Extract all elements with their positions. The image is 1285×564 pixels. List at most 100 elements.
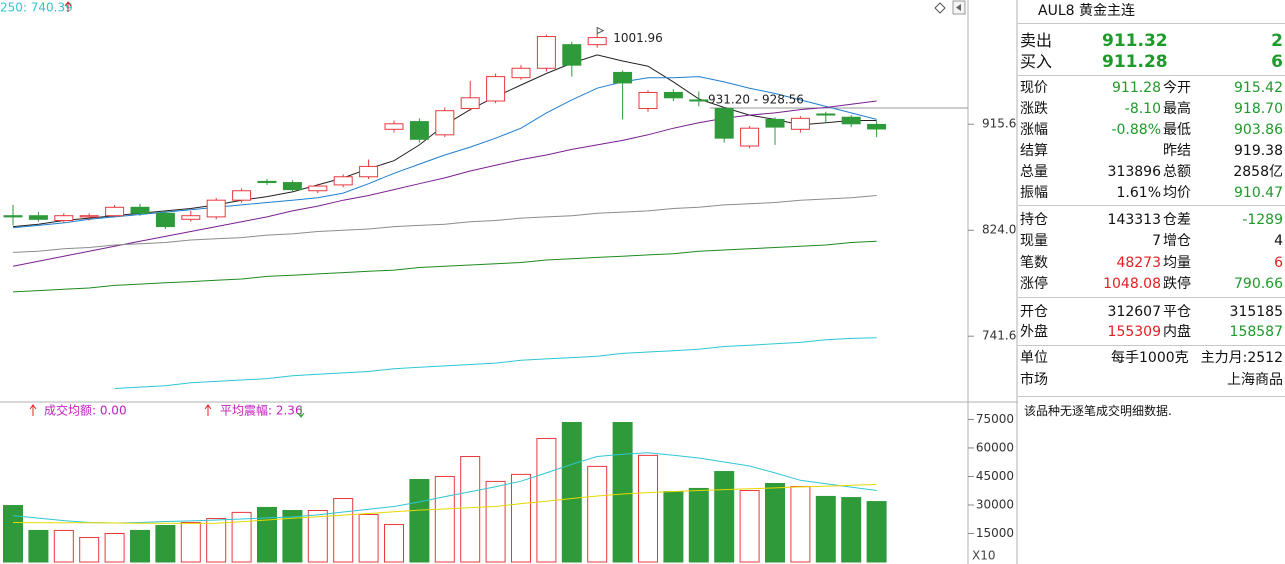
settings-icon[interactable] xyxy=(934,2,946,14)
volume-bar xyxy=(384,524,404,563)
candle-body xyxy=(28,215,48,220)
candle-body xyxy=(460,97,480,110)
candle-body xyxy=(308,185,328,192)
y-tick-label: 45000 xyxy=(976,469,1014,483)
volume-bar xyxy=(638,454,658,563)
high-flag xyxy=(596,26,605,35)
candle-body xyxy=(232,190,252,201)
volume-indicator: 平均震幅: 2.36 xyxy=(220,403,303,418)
label: 均量 xyxy=(1163,255,1191,271)
volume-bar xyxy=(841,497,862,563)
separator xyxy=(1018,205,1285,206)
candle-body xyxy=(384,123,404,130)
up-arrow xyxy=(64,1,72,12)
value: 1.61% xyxy=(1116,185,1161,201)
up-arrow xyxy=(204,404,212,416)
volume-bar xyxy=(663,490,684,563)
label: 均价 xyxy=(1163,185,1191,201)
value: 155309 xyxy=(1107,324,1161,340)
candle-body xyxy=(333,176,353,186)
candle-body xyxy=(587,37,607,46)
volume-bar xyxy=(53,529,74,563)
chart: 250: 740.39 成交均额: 0.00 平均震幅: 2.36 X10 91… xyxy=(0,0,1018,564)
moving-average xyxy=(12,240,877,293)
candle-body xyxy=(562,44,582,66)
ma250-label: 250: 740.39 xyxy=(0,1,73,15)
value: 主力月:2512 xyxy=(1200,350,1283,366)
volume-bar xyxy=(130,529,150,563)
volume-bar xyxy=(739,490,760,563)
volume-bar xyxy=(511,473,531,563)
separator xyxy=(1018,23,1285,24)
note: 该品种无逐笔成交明细数据. xyxy=(1024,404,1172,418)
candle-body xyxy=(663,91,683,99)
candle-body xyxy=(486,76,506,102)
volume-bar xyxy=(3,505,23,563)
y-tick-label: 915.6 xyxy=(982,117,1016,131)
candle-body xyxy=(740,127,760,147)
up-arrow xyxy=(29,404,37,416)
value: 790.66 xyxy=(1234,276,1283,292)
down-arrow xyxy=(297,406,305,418)
value: -0.88% xyxy=(1111,122,1161,138)
label: 跌停 xyxy=(1163,276,1191,292)
label: 买入 xyxy=(1020,52,1053,71)
volume-bar xyxy=(460,456,481,563)
volume-bar xyxy=(612,421,633,563)
y-tick-label: 60000 xyxy=(976,440,1014,454)
value: 143313 xyxy=(1107,212,1161,228)
label: 持仓 xyxy=(1020,212,1048,228)
candle-body xyxy=(638,91,658,110)
candle-body xyxy=(613,71,633,84)
candle-body xyxy=(714,108,734,139)
candle-body xyxy=(206,199,226,218)
annotation: 931.20 - 928.56 xyxy=(708,93,804,107)
y-tick-label: 75000 xyxy=(976,412,1014,426)
high-label: 1001.96 xyxy=(613,31,663,45)
label: 昨结 xyxy=(1163,143,1191,159)
volume-bar xyxy=(434,475,455,563)
candle-body xyxy=(257,180,277,184)
y-tick-label: 741.6 xyxy=(982,329,1016,343)
instrument: AUL8 黄金主连 xyxy=(1038,3,1135,19)
volume-bar xyxy=(231,511,252,563)
candle-body xyxy=(155,212,175,228)
label: 市场 xyxy=(1020,372,1048,388)
label: 总量 xyxy=(1020,164,1048,180)
value: 1048.08 xyxy=(1103,276,1161,292)
candle-body xyxy=(409,121,429,140)
candle-body xyxy=(181,215,201,220)
label: 结算 xyxy=(1020,143,1048,159)
value: 7 xyxy=(1152,233,1161,249)
value: 上海商品 xyxy=(1227,372,1283,388)
volume-bar xyxy=(282,509,303,563)
value: 313896 xyxy=(1107,164,1161,180)
moving-average xyxy=(12,452,877,524)
label: 内盘 xyxy=(1163,324,1191,340)
volume-bar xyxy=(409,479,430,563)
price: 911.28 xyxy=(1102,52,1168,72)
label: 涨停 xyxy=(1020,276,1048,292)
value: 6 xyxy=(1274,255,1283,271)
y-tick-label: 30000 xyxy=(976,497,1014,511)
candle-body xyxy=(105,206,125,217)
candle-body xyxy=(79,215,99,218)
volume-bar xyxy=(155,525,176,563)
volume-bar xyxy=(866,501,887,563)
candle-body xyxy=(841,116,861,125)
volume-bar xyxy=(79,536,100,563)
value: 2858亿 xyxy=(1233,164,1283,180)
scroll-arrow xyxy=(956,4,961,11)
label: 现量 xyxy=(1020,233,1048,249)
candle-body xyxy=(3,215,23,218)
volume-unit: X10 xyxy=(972,549,996,563)
value: 315185 xyxy=(1229,304,1283,320)
label: 涨跌 xyxy=(1020,101,1048,117)
moving-average xyxy=(12,484,877,524)
volume-bar xyxy=(587,465,608,563)
candle-body xyxy=(511,67,531,79)
moving-average xyxy=(12,195,877,253)
volume-bar xyxy=(765,483,785,563)
label: 最低 xyxy=(1163,122,1191,138)
